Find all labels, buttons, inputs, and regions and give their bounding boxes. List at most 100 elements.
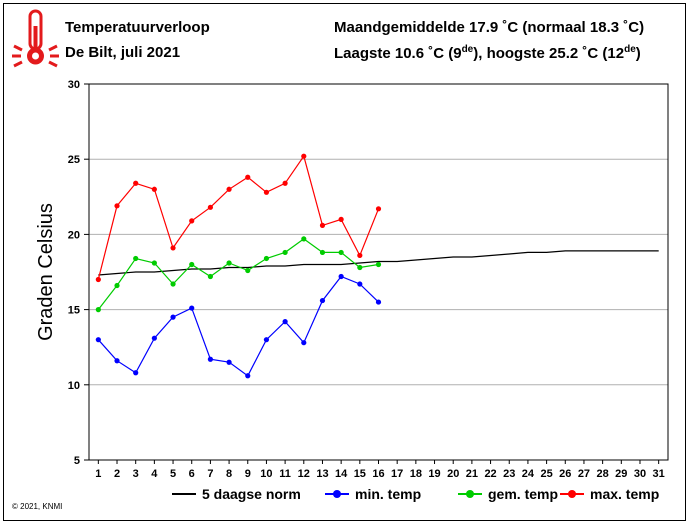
point-gem-temp-1 xyxy=(95,307,101,313)
x-tick-label-29: 29 xyxy=(615,468,627,480)
y-tick-label-15: 15 xyxy=(68,305,80,317)
point-min-temp-12 xyxy=(301,340,307,346)
x-tick-label-8: 8 xyxy=(226,468,232,480)
x-tick-label-16: 16 xyxy=(372,468,384,480)
legend-label-5-daagse-norm: 5 daagse norm xyxy=(202,486,301,502)
series-line-5-daagse-norm xyxy=(98,250,659,276)
point-gem-temp-6 xyxy=(189,261,195,268)
x-tick-label-11: 11 xyxy=(279,468,291,480)
point-max-temp-1 xyxy=(95,276,101,283)
point-gem-temp-12 xyxy=(301,236,307,242)
point-max-temp-11 xyxy=(282,180,288,186)
legend-label-gem-temp: gem. temp xyxy=(488,486,558,502)
x-tick-label-10: 10 xyxy=(260,468,272,480)
x-tick-label-26: 26 xyxy=(559,468,571,480)
point-max-temp-6 xyxy=(189,218,195,224)
point-min-temp-1 xyxy=(95,337,101,343)
x-tick-label-17: 17 xyxy=(391,468,403,480)
point-gem-temp-11 xyxy=(282,249,288,256)
point-max-temp-15 xyxy=(357,252,363,259)
point-max-temp-16 xyxy=(375,206,382,212)
x-tick-label-14: 14 xyxy=(335,468,348,480)
point-min-temp-16 xyxy=(375,299,382,305)
point-gem-temp-3 xyxy=(133,255,139,262)
y-tick-label-20: 20 xyxy=(68,229,80,241)
x-tick-label-23: 23 xyxy=(503,468,515,480)
point-max-temp-9 xyxy=(245,174,251,180)
x-tick-label-28: 28 xyxy=(597,468,609,480)
point-min-temp-4 xyxy=(151,335,157,341)
x-tick-label-3: 3 xyxy=(133,468,139,480)
series-line-min-temp xyxy=(97,275,379,377)
x-tick-label-2: 2 xyxy=(114,468,120,480)
point-max-temp-3 xyxy=(133,180,139,186)
range-pre: Laagste 10.6 ˚C (9 xyxy=(334,45,462,62)
point-min-temp-3 xyxy=(133,370,139,376)
y-tick-label-25: 25 xyxy=(68,154,80,166)
point-min-temp-10 xyxy=(263,337,270,343)
x-tick-label-13: 13 xyxy=(316,468,328,480)
point-gem-temp-14 xyxy=(338,249,344,256)
plot-area xyxy=(88,83,669,461)
legend-marker-gem-temp xyxy=(466,490,474,498)
x-tick-label-18: 18 xyxy=(410,468,422,480)
range-post: ) xyxy=(635,45,641,62)
point-min-temp-15 xyxy=(357,281,363,287)
series xyxy=(95,153,659,379)
point-max-temp-8 xyxy=(226,186,232,192)
legend-label-max-temp: max. temp xyxy=(590,486,659,502)
point-max-temp-10 xyxy=(263,189,270,195)
point-min-temp-7 xyxy=(207,356,214,362)
y-tick-label-10: 10 xyxy=(68,380,80,392)
point-gem-temp-7 xyxy=(207,273,214,280)
point-min-temp-6 xyxy=(189,305,195,311)
copyright: © 2021, KNMI xyxy=(12,502,63,511)
point-gem-temp-2 xyxy=(114,282,120,289)
y-axis-label: Graden Celsius xyxy=(35,203,57,341)
point-min-temp-14 xyxy=(338,273,344,280)
x-tick-label-30: 30 xyxy=(634,468,646,480)
point-max-temp-13 xyxy=(319,222,326,228)
x-tick-label-21: 21 xyxy=(466,468,478,480)
x-tick-label-27: 27 xyxy=(578,468,590,480)
point-min-temp-9 xyxy=(245,373,251,379)
legend-label-min-temp: min. temp xyxy=(355,486,421,502)
legend-marker-max-temp xyxy=(568,490,576,498)
monthly-average-text: Maandgemiddelde 17.9 ˚C (normaal 18.3 ˚C… xyxy=(334,19,645,36)
point-min-temp-2 xyxy=(114,358,120,364)
point-gem-temp-15 xyxy=(357,264,363,271)
legend: 5 daagse norm min. temp gem. temp max. temp xyxy=(172,486,659,502)
chart-subtitle: De Bilt, juli 2021 xyxy=(65,44,181,61)
x-tick-label-9: 9 xyxy=(245,468,251,480)
point-min-temp-8 xyxy=(226,359,232,365)
series-line-gem-temp xyxy=(97,238,379,310)
x-tick-label-20: 20 xyxy=(447,468,459,480)
range-mid: ), hoogste 25.2 ˚C (12 xyxy=(473,45,625,62)
x-tick-label-6: 6 xyxy=(189,468,195,480)
legend-marker-min-temp xyxy=(333,490,341,498)
range-sup2: de xyxy=(624,44,636,55)
point-max-temp-5 xyxy=(170,245,176,251)
y-tick-label-5: 5 xyxy=(74,455,80,467)
min-max-text: Laagste 10.6 ˚C (9 de), hoogste 25.2 ˚C (… xyxy=(334,44,641,62)
x-tick-label-24: 24 xyxy=(522,468,535,480)
point-min-temp-13 xyxy=(319,297,326,304)
x-tick-label-15: 15 xyxy=(354,468,366,480)
thermometer-icon xyxy=(12,9,59,68)
x-tick-label-31: 31 xyxy=(653,468,665,480)
x-tick-label-1: 1 xyxy=(95,468,101,480)
x-tick-label-25: 25 xyxy=(540,468,552,480)
x-tick-label-19: 19 xyxy=(428,468,440,480)
point-max-temp-12 xyxy=(301,153,307,159)
point-gem-temp-10 xyxy=(263,255,270,262)
point-gem-temp-16 xyxy=(375,261,382,268)
point-max-temp-14 xyxy=(338,216,344,222)
point-min-temp-11 xyxy=(282,319,288,325)
point-max-temp-2 xyxy=(114,203,120,209)
x-tick-label-7: 7 xyxy=(207,468,213,480)
x-tick-label-22: 22 xyxy=(484,468,496,480)
point-gem-temp-5 xyxy=(170,281,176,287)
y-tick-label-30: 30 xyxy=(68,79,80,91)
point-max-temp-7 xyxy=(207,204,214,210)
point-min-temp-5 xyxy=(170,314,176,320)
